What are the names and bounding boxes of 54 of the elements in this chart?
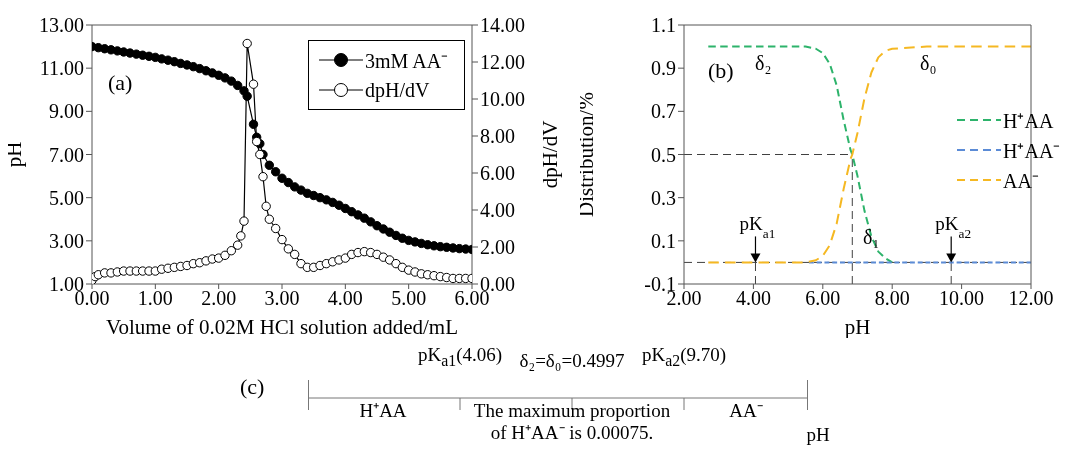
legend-label: dpH/dV [365,78,430,102]
y-tick-label: 5.00 [49,186,84,209]
y-tick-label: 1.1 [651,14,676,37]
y-tick-label: 0.3 [651,186,676,209]
y2-tick-label: 10.00 [480,88,525,111]
annotation: δ₀ [920,52,937,75]
ref-line-label: pK$_{a2}$ [935,213,972,241]
x-tick-label: 3.00 [264,287,300,310]
text: AA⁻ [729,400,763,421]
line-series [707,45,894,264]
text: The maximum proportion of H⁺AA⁻ is 0.00075. [472,400,672,444]
text: δ₂=δ₀=0.4997 [519,350,625,371]
legend-label: H⁺AA⁻ [1003,138,1061,164]
legend-label: AA⁻ [1003,168,1039,194]
x-axis-title: pH [844,315,871,339]
y2-tick-label: 4.00 [480,199,515,222]
x-tick-label: 10.00 [939,287,985,310]
text: (b) [708,58,734,84]
y-tick-label: 7.00 [49,143,84,166]
x-tick-label: 5.00 [391,287,427,310]
x-tick-label: 2.00 [201,287,237,310]
y-tick-label: 0.7 [651,100,676,123]
legend-label: 3mM AA⁻ [365,48,449,74]
y-tick-label: 9.00 [49,100,84,123]
y2-tick-label: 2.00 [480,236,515,259]
x-tick-label: 1.00 [137,287,173,310]
y2-tick-label: 12.00 [480,51,525,74]
y-axis-title: pH [2,141,27,168]
y2-tick-label: 14.00 [480,14,525,37]
y-tick-label: 3.00 [49,229,84,252]
x-tick-label: 4.00 [327,287,363,310]
y-tick-label: 0.5 [651,143,676,166]
y-tick-label: 11.00 [39,57,84,80]
text: pK$_{a1}$(4.06) [417,344,503,369]
x-tick-label: 4.00 [735,287,771,310]
y-tick-label: 13.00 [39,14,84,37]
x-axis-title: Volume of 0.02M HCl solution added/mL [106,315,458,339]
text: (a) [108,70,133,96]
y2-axis-title: dpH/dV [538,120,563,189]
annotation: δ₂ [755,52,772,75]
y-tick-label: 0.9 [651,57,676,80]
legend-label: H⁺AA [1003,108,1054,134]
text: pK$_{a2}$(9.70) [641,344,727,369]
text: (c) [240,374,265,400]
text: H⁺AA [359,400,407,421]
x-tick-label: 6.00 [805,287,841,310]
annotation: δ₁ [863,226,880,249]
y2-tick-label: 6.00 [480,162,515,185]
y-tick-label: 0.1 [651,229,676,252]
x-tick-label: 12.00 [1008,287,1054,310]
text: pH [805,424,831,446]
y2-tick-label: 8.00 [480,125,515,148]
x-tick-label: 8.00 [874,287,910,310]
ref-line-label: pK$_{a1}$ [739,213,776,241]
